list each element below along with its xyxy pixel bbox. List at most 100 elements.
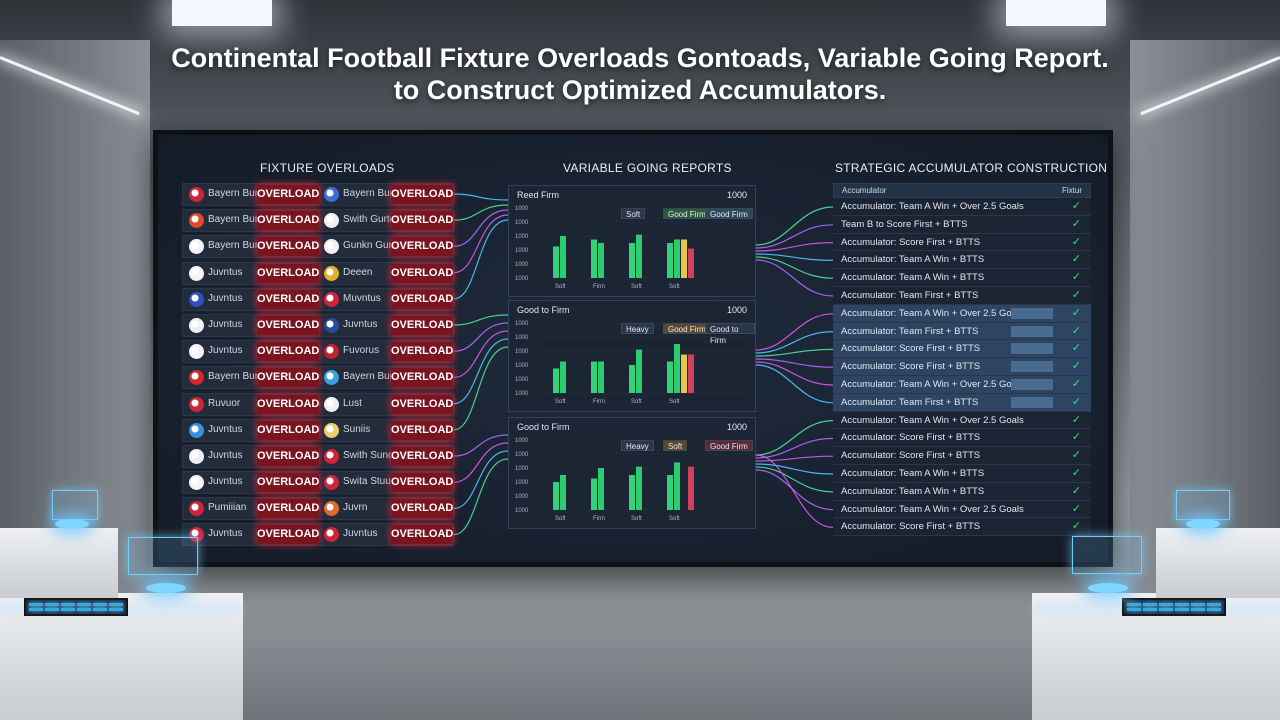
connection-wire — [453, 314, 509, 326]
accumulator-row[interactable]: Accumulator: Score First + BTTS ✓ — [833, 340, 1091, 359]
fixture-row[interactable]: Juvntus OVERLOAD Swith Sunco OVERLOAD — [182, 444, 454, 468]
accumulator-row[interactable]: Accumulator: Team A Win + Over 2.5 Goals… — [833, 375, 1091, 394]
accumulator-row[interactable]: Accumulator: Team First + BTTS ✓ — [833, 322, 1091, 341]
home-crest-icon — [189, 527, 204, 543]
tablet-tile[interactable] — [1175, 603, 1189, 606]
tablet-tile[interactable] — [93, 603, 107, 606]
tablet-tile[interactable] — [109, 603, 123, 606]
accumulator-row[interactable]: Accumulator: Team First + BTTS ✓ — [833, 286, 1091, 305]
accumulator-row[interactable]: Accumulator: Score First + BTTS ✓ — [833, 429, 1091, 448]
accumulator-row[interactable]: Accumulator: Team A Win + Over 2.5 Goals… — [833, 304, 1091, 323]
report-panel-value: 1000 — [726, 422, 747, 432]
connection-wire — [755, 253, 834, 261]
accumulator-row[interactable]: Accumulator: Team A Win + BTTS ✓ — [833, 251, 1091, 270]
going-report-panel[interactable]: Good to Firm 1000 Heavy Good Firm Good to Fi… — [508, 300, 756, 412]
accumulator-row[interactable]: Accumulator: Score First + BTTS ✓ — [833, 447, 1091, 465]
accumulator-row[interactable]: Accumulator: Team A Win + BTTS ✓ — [833, 482, 1091, 501]
accumulator-selection: Accumulator: Team A Win + BTTS — [841, 467, 985, 479]
going-report-panel[interactable]: Good to Firm 1000 Heavy Soft Good Firm 1000 10… — [508, 417, 756, 529]
away-team-name: Bayern Bunriro — [343, 188, 410, 199]
tablet-tile[interactable] — [61, 603, 75, 606]
tablet-tile[interactable] — [61, 608, 75, 611]
left-back-hologram — [52, 490, 98, 520]
report-panel-value: 1000 — [726, 305, 747, 315]
tablet-tile[interactable] — [77, 608, 91, 611]
highlight-tag — [1011, 361, 1053, 373]
accumulator-row[interactable]: Accumulator: Score First + BTTS ✓ — [833, 518, 1091, 537]
accumulator-row[interactable]: Accumulator: Score First + BTTS ✓ — [833, 233, 1091, 252]
tablet-tile[interactable] — [1143, 608, 1157, 611]
connection-wire — [755, 364, 834, 404]
home-team-name: Juvntus — [208, 345, 243, 357]
chart-bar — [553, 246, 559, 278]
fixture-row[interactable]: Bayern Bunrrie OVERLOAD Gunkn Gurtako OVERL… — [182, 235, 454, 259]
x-tick-label: Soft — [631, 284, 642, 290]
home-team-name: Bayern Bunrru — [208, 188, 273, 199]
highlight-tag — [1011, 307, 1053, 319]
tablet-tile[interactable] — [1175, 608, 1189, 611]
going-report-panel[interactable]: Reed Firm 1000 Soft Good Firm Good Firm 1000 1… — [508, 185, 756, 297]
fixture-row[interactable]: Juvntus OVERLOAD Juvntus OVERLOAD — [182, 523, 454, 547]
check-icon: ✓ — [1071, 449, 1081, 462]
y-tick-label: 1000 — [515, 438, 529, 444]
away-team-name: Swita Stuunvo — [343, 476, 407, 488]
home-crest-icon — [189, 475, 204, 491]
accumulator-table: Accumulator Fixtur Accumulator: Team A W… — [833, 183, 1091, 537]
tablet-tile[interactable] — [1207, 608, 1221, 611]
fixture-row[interactable]: Juvntus OVERLOAD Juvntus OVERLOAD — [182, 313, 454, 337]
connection-wire — [755, 358, 834, 368]
accumulator-row[interactable]: Accumulator: Score First + BTTS ✓ — [833, 358, 1091, 376]
y-tick-label: 1000 — [515, 391, 529, 397]
fixture-row[interactable]: Juvntus OVERLOAD Deeen OVERLOAD — [182, 261, 454, 285]
tablet-tile[interactable] — [1207, 603, 1221, 606]
left-tablet[interactable] — [24, 598, 128, 616]
accumulator-selection: Accumulator: Team A Win + BTTS — [841, 272, 985, 284]
fixture-row[interactable]: Juvntus OVERLOAD Swita Stuunvo OVERLOAD — [182, 471, 454, 495]
tablet-tile[interactable] — [93, 608, 107, 611]
overload-badge: OVERLOAD — [257, 394, 319, 414]
tablet-tile[interactable] — [1159, 603, 1173, 606]
tablet-tile[interactable] — [45, 608, 59, 611]
accumulator-row[interactable]: Accumulator: Team A Win + Over 2.5 Goals… — [833, 198, 1091, 216]
accumulator-row[interactable]: Accumulator: Team A Win + BTTS ✓ — [833, 269, 1091, 287]
accumulator-row[interactable]: Accumulator: Team First + BTTS ✓ — [833, 393, 1091, 412]
left-holo-base — [146, 583, 186, 593]
tablet-tile[interactable] — [1127, 608, 1141, 611]
tablet-tile[interactable] — [29, 603, 43, 606]
right-hologram — [1072, 536, 1142, 574]
check-icon: ✓ — [1071, 395, 1081, 408]
home-team-name: Ruvuor — [208, 397, 241, 409]
accumulator-row[interactable]: Accumulator: Team A Win + Over 2.5 Goals… — [833, 411, 1091, 430]
tablet-tile[interactable] — [1159, 608, 1173, 611]
tablet-tile[interactable] — [1127, 603, 1141, 606]
tablet-tile[interactable] — [1143, 603, 1157, 606]
tablet-tile[interactable] — [29, 608, 43, 611]
tablet-tile[interactable] — [1191, 603, 1205, 606]
fixture-row[interactable]: Bayern Bunrru OVERLOAD Swith Gurteko OVERLO… — [182, 209, 454, 233]
home-team-name: Juvntus — [208, 266, 243, 278]
fixture-row[interactable]: Juvntus OVERLOAD Suniis OVERLOAD — [182, 418, 454, 442]
right-tablet[interactable] — [1122, 598, 1226, 616]
fixture-row[interactable]: Pumiiian OVERLOAD Juvrn OVERLOAD — [182, 497, 454, 521]
x-tick-label: Soft — [669, 516, 680, 522]
tablet-tile[interactable] — [45, 603, 59, 606]
fixture-row[interactable]: Bayern Bunn OVERLOAD Bayern Bunrro OVERLOAD — [182, 366, 454, 390]
away-team-name: Juvrn — [343, 502, 368, 514]
tablet-tile[interactable] — [1191, 608, 1205, 611]
ceiling-light-left — [172, 0, 272, 26]
fixture-row[interactable]: Ruvuor OVERLOAD Lust OVERLOAD — [182, 392, 454, 416]
check-icon: ✓ — [1071, 253, 1081, 266]
accumulator-row[interactable]: Accumulator: Team A Win + Over 2.5 Goals… — [833, 500, 1091, 519]
accumulator-row[interactable]: Team B to Score First + BTTS ✓ — [833, 215, 1091, 234]
accumulator-row[interactable]: Accumulator: Team A Win + BTTS ✓ — [833, 464, 1091, 483]
fixture-row[interactable]: Bayern Bunrru OVERLOAD Bayern Bunriro OVERL… — [182, 183, 454, 206]
chart-bar — [553, 368, 559, 393]
tablet-tile[interactable] — [77, 603, 91, 606]
tablet-tile[interactable] — [109, 608, 123, 611]
check-icon: ✓ — [1071, 466, 1081, 479]
fixture-row[interactable]: Juvntus OVERLOAD Muvntus OVERLOAD — [182, 287, 454, 311]
left-back-desk — [0, 528, 118, 598]
fixture-row[interactable]: Juvntus OVERLOAD Fuvorus OVERLOAD — [182, 340, 454, 364]
chart-bar — [636, 234, 642, 278]
legend-chip: Soft — [663, 440, 688, 451]
